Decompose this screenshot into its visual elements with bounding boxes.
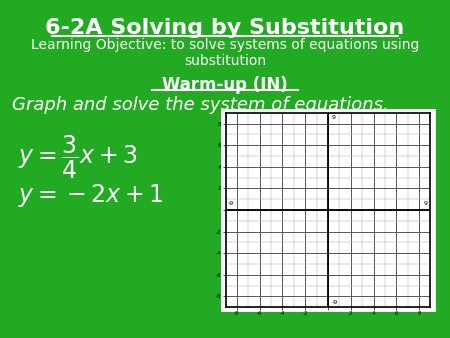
Text: Warm-up (IN): Warm-up (IN) [162,76,288,94]
Text: Graph and solve the system of equations.: Graph and solve the system of equations. [12,96,389,114]
Text: 9: 9 [424,201,428,206]
Text: $y = \dfrac{3}{4}x + 3$: $y = \dfrac{3}{4}x + 3$ [18,134,138,182]
Text: 6-2A Solving by Substitution: 6-2A Solving by Substitution [45,18,405,38]
Text: $y = -2x + 1$: $y = -2x + 1$ [18,182,163,209]
Bar [222,110,434,310]
Text: Learning Objective: to solve systems of equations using
substitution: Learning Objective: to solve systems of … [31,38,419,68]
Text: -9: -9 [228,201,234,206]
Text: 9: 9 [331,115,335,120]
Text: -9: -9 [331,300,338,305]
